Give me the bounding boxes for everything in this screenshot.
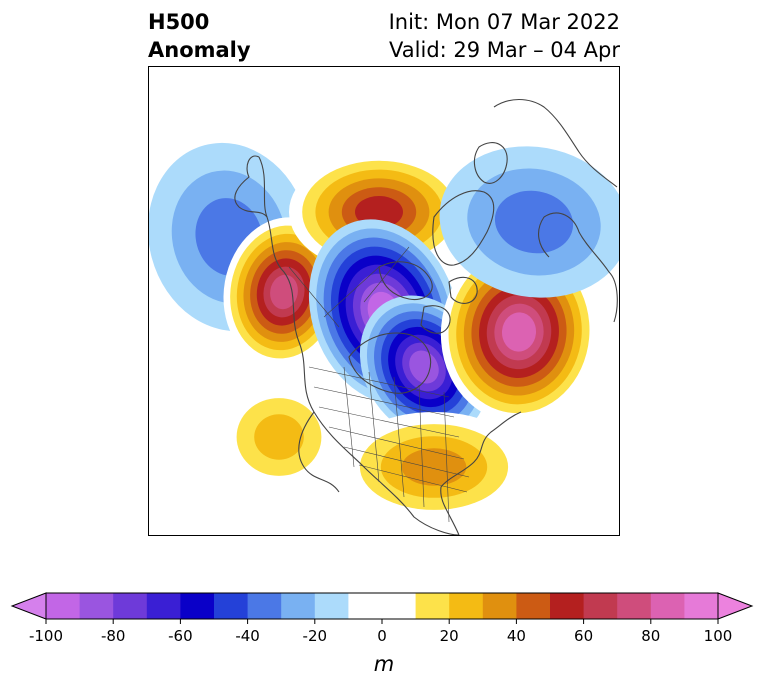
title-field-name: H500 bbox=[148, 10, 210, 34]
colorbar-tick-label: 20 bbox=[440, 627, 459, 645]
colorbar-tick-label: -60 bbox=[168, 627, 193, 645]
colorbar-cell bbox=[46, 593, 81, 619]
siberia-negative bbox=[439, 146, 619, 298]
colorbar-cell bbox=[583, 593, 618, 619]
eastern-us-positive bbox=[339, 412, 529, 522]
colorbar-cell bbox=[247, 593, 282, 619]
anomaly-contour bbox=[401, 448, 467, 486]
colorbar-cell bbox=[617, 593, 652, 619]
colorbar-cell bbox=[180, 593, 215, 619]
colorbar-cell bbox=[281, 593, 316, 619]
colorbar-tick-label: 100 bbox=[704, 627, 733, 645]
anomaly-shading bbox=[149, 142, 619, 522]
colorbar-cell bbox=[314, 593, 349, 619]
colorbar-extend-high bbox=[717, 592, 754, 620]
anomaly-contour bbox=[254, 414, 304, 460]
colorbar-tick-label: 40 bbox=[507, 627, 526, 645]
title-field-type: Anomaly bbox=[148, 38, 251, 62]
colorbar-cells bbox=[10, 592, 754, 620]
colorbar-tick-label: 0 bbox=[377, 627, 387, 645]
colorbar-cell bbox=[650, 593, 685, 619]
anomaly-contour bbox=[501, 312, 537, 352]
map-canvas bbox=[149, 98, 619, 535]
colorbar: -100 -80 -60 -40 -20 0 20 40 60 80 100 bbox=[10, 592, 754, 645]
colorbar-unit-label: m bbox=[373, 652, 395, 676]
colorbar-cell bbox=[415, 593, 450, 619]
political-boundaries bbox=[288, 246, 470, 523]
colorbar-cell bbox=[550, 593, 585, 619]
colorbar-cell bbox=[482, 593, 517, 619]
title-right: Init: Mon 07 Mar 2022 Valid: 29 Mar – 04… bbox=[389, 8, 620, 64]
north-america-coast bbox=[258, 156, 460, 535]
colorbar-tick-label: -20 bbox=[303, 627, 328, 645]
colorbar-tick-label: -40 bbox=[235, 627, 260, 645]
hudson-bay-coast bbox=[348, 332, 432, 394]
asia-coast bbox=[493, 98, 618, 188]
us-east-coast bbox=[440, 411, 522, 535]
title-left: H500 Anomaly bbox=[148, 8, 251, 64]
coastlines bbox=[234, 98, 618, 535]
colorbar-extend-low bbox=[10, 592, 47, 620]
alaska-positive bbox=[223, 217, 345, 367]
mexico-coast bbox=[298, 411, 340, 493]
anomaly-contour bbox=[494, 190, 574, 254]
alaska-coast bbox=[234, 155, 268, 218]
anomaly-map bbox=[148, 66, 620, 536]
canadian-archipelago bbox=[378, 261, 478, 334]
colorbar-cell bbox=[146, 593, 181, 619]
colorbar-cell bbox=[214, 593, 249, 619]
colorbar-cell bbox=[684, 593, 719, 619]
colorbar-tick-label: -100 bbox=[29, 627, 63, 645]
colorbar-cell bbox=[79, 593, 114, 619]
scandinavia-coast bbox=[473, 142, 508, 184]
colorbar-cell bbox=[516, 593, 551, 619]
colorbar-cell bbox=[382, 593, 417, 619]
colorbar-cell bbox=[449, 593, 484, 619]
init-time-label: Init: Mon 07 Mar 2022 bbox=[388, 10, 620, 34]
valid-period-label: Valid: 29 Mar – 04 Apr bbox=[389, 38, 620, 62]
anomaly-contour bbox=[409, 350, 439, 384]
europe-coast bbox=[538, 212, 618, 323]
anomaly-contour bbox=[270, 274, 298, 310]
colorbar-ticks: -100 -80 -60 -40 -20 0 20 40 60 80 100 bbox=[29, 619, 732, 645]
colorbar-tick-label: 80 bbox=[641, 627, 660, 645]
western-us-positive bbox=[219, 382, 339, 492]
colorbar-cell bbox=[348, 593, 383, 619]
colorbar-tick-label: -80 bbox=[101, 627, 126, 645]
greenland-coast bbox=[432, 190, 495, 266]
colorbar-cell bbox=[113, 593, 148, 619]
colorbar-tick-label: 60 bbox=[574, 627, 593, 645]
